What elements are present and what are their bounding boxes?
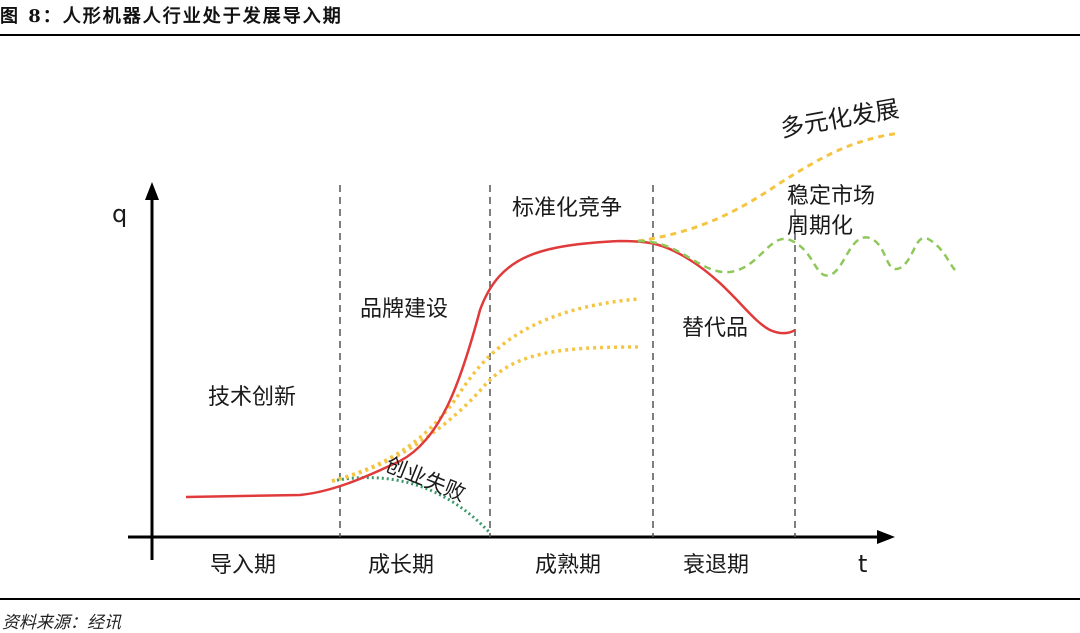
source-note: 资料来源：经讯 — [2, 613, 121, 633]
annotation-brand-building: 品牌建设 — [360, 297, 448, 322]
growth-curve-lower — [331, 345, 639, 483]
phase-label-growth: 成长期 — [368, 553, 434, 578]
figure-title: 图 8：人形机器人行业处于发展导入期 — [0, 6, 343, 27]
diversified-curve — [637, 131, 901, 243]
annotation-stable-market: 稳定市场 — [787, 184, 875, 209]
main-lifecycle-curve — [185, 239, 796, 499]
phase-label-maturity: 成熟期 — [535, 553, 601, 578]
growth-curve-upper — [331, 297, 639, 483]
phase-label-introduction: 导入期 — [210, 553, 276, 578]
x-axis-label: t — [858, 550, 867, 578]
phase-label-decline: 衰退期 — [683, 553, 749, 578]
x-axis-arrow — [877, 530, 895, 544]
y-axis-label: q — [112, 200, 127, 228]
annotation-standard-competition: 标准化竞争 — [512, 196, 622, 221]
annotation-startup-failure: 创业失败 — [382, 452, 469, 506]
bottom-rule — [0, 598, 1080, 600]
lifecycle-diagram: q t 导入期 成长期 成熟期 衰退期 技术创新 品牌建设 创业失败 标准化竞争… — [112, 94, 956, 578]
annotation-tech-innovation: 技术创新 — [208, 385, 296, 410]
top-rule — [0, 34, 1080, 36]
failure-curve — [331, 476, 492, 535]
y-axis-arrow — [145, 182, 159, 200]
annotation-substitute: 替代品 — [682, 316, 748, 341]
stable-cyclical-curve — [637, 236, 956, 277]
annotation-cyclical: 周期化 — [787, 214, 853, 239]
